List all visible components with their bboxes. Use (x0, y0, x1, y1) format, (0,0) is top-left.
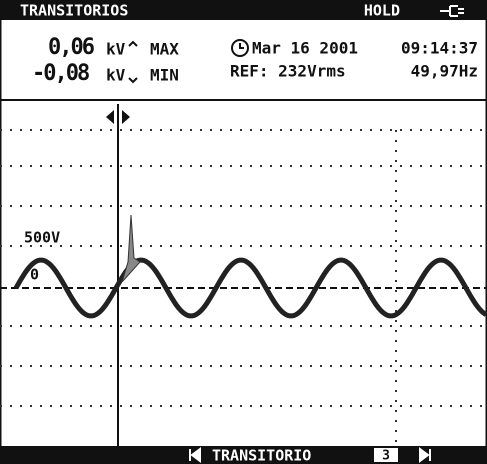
next-button[interactable] (419, 447, 431, 463)
max-unit: kV (106, 40, 126, 59)
index-box (374, 448, 398, 462)
plug-icon (440, 5, 464, 17)
prev-button[interactable] (189, 447, 201, 463)
footer-index: 3 (382, 449, 390, 464)
frequency: 49,97Hz (411, 62, 478, 81)
min-label: MIN (150, 66, 179, 85)
zero-label: 0 (30, 266, 39, 284)
transient-spike (121, 214, 141, 283)
waveform (13, 257, 487, 319)
max-label: MAX (150, 40, 179, 59)
header-bar (0, 0, 487, 20)
max-value: 0,06 (48, 35, 95, 60)
footer-label: TRANSITORIO (212, 447, 311, 464)
cursor-arrows (106, 110, 130, 124)
peak-icons (128, 40, 138, 84)
min-unit: kV (106, 66, 126, 85)
footer-bar (0, 446, 487, 464)
grid (0, 129, 487, 446)
reference: REF: 232Vrms (230, 62, 346, 81)
scale-label: 500V (24, 229, 60, 247)
clock-icon (231, 39, 249, 57)
title: TRANSITORIOS (20, 2, 128, 20)
date: Mar 16 2001 (252, 39, 358, 58)
min-value: -0,08 (32, 61, 89, 86)
status: HOLD (364, 2, 400, 20)
time: 09:14:37 (401, 39, 478, 58)
